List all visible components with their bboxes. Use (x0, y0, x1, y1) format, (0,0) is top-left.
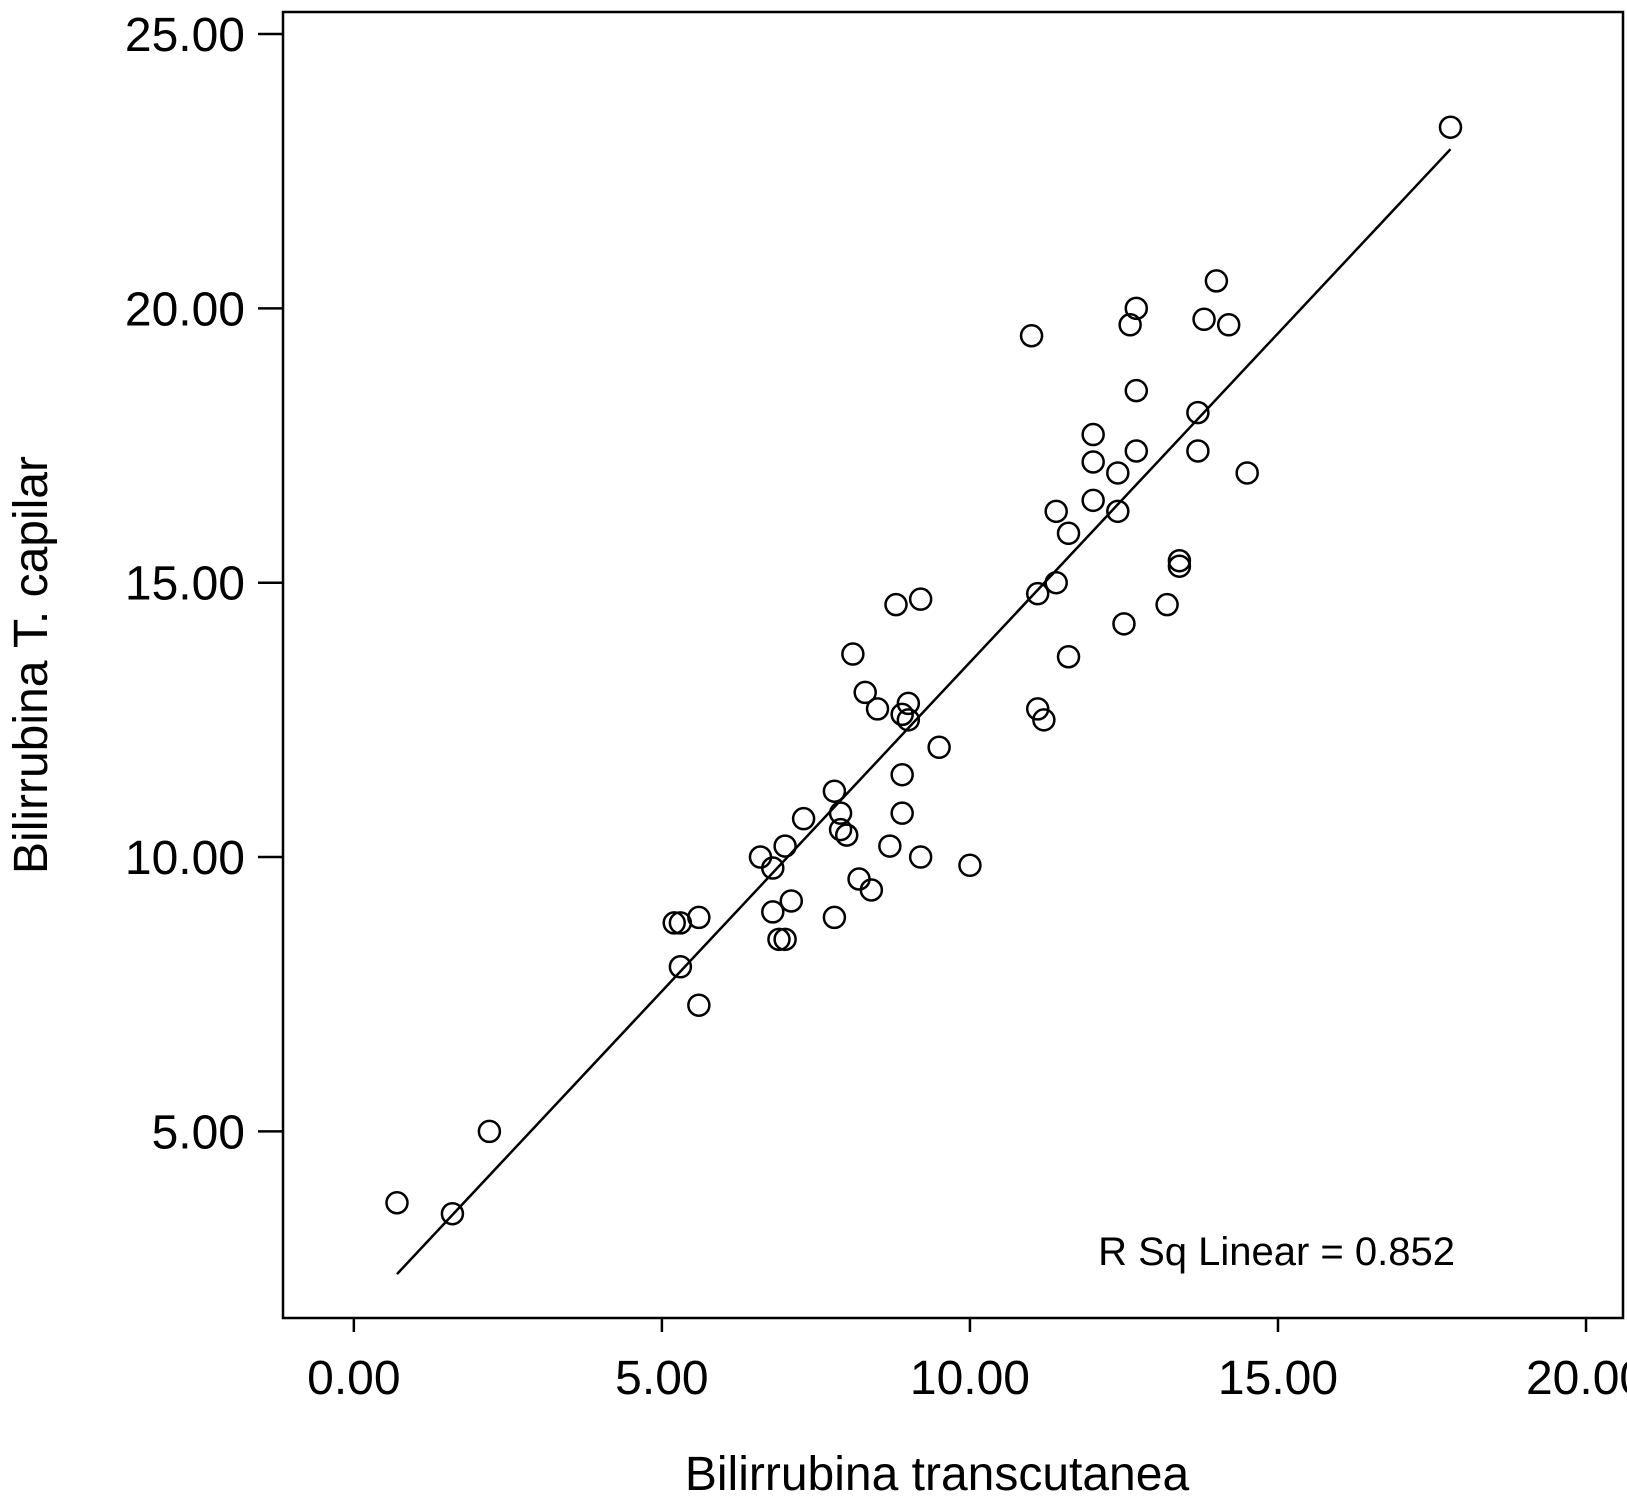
x-tick-label: 10.00 (910, 1352, 1030, 1405)
y-axis-title: Bilirrubina T. capilar (5, 456, 58, 874)
data-point (767, 927, 791, 952)
data-point (1081, 422, 1105, 447)
data-point (1167, 548, 1192, 573)
data-point (1186, 439, 1210, 463)
data-point (958, 853, 982, 878)
data-point (865, 697, 890, 721)
regression-line (396, 148, 1452, 1275)
data-point (859, 878, 884, 902)
data-point (662, 911, 686, 935)
data-point (828, 817, 853, 842)
data-point (890, 801, 914, 825)
data-point (1204, 269, 1229, 293)
data-point (1081, 488, 1105, 513)
r-squared-annotation: R Sq Linear = 0.852 (1098, 1230, 1455, 1274)
data-point (1438, 115, 1463, 139)
data-point (1124, 439, 1149, 463)
data-point (1044, 570, 1068, 595)
data-point (748, 845, 773, 869)
data-point (878, 834, 902, 858)
data-point (908, 845, 933, 869)
data-point (1025, 697, 1050, 721)
data-point (440, 1201, 465, 1226)
data-point (1025, 581, 1050, 606)
data-point (890, 702, 914, 727)
data-point (896, 691, 921, 716)
y-tick-label: 10.00 (125, 832, 245, 885)
x-tick-label: 0.00 (307, 1352, 400, 1405)
data-point (1124, 296, 1149, 321)
data-point (1216, 313, 1241, 337)
data-point (908, 587, 933, 611)
x-axis: 0.00 5.00 10.00 15.00 20.00 (307, 1318, 1627, 1405)
data-point (884, 592, 908, 617)
data-point (1032, 708, 1056, 732)
data-point (385, 1191, 409, 1215)
data-point (1124, 378, 1149, 403)
data-point (1056, 521, 1081, 546)
data-point (779, 889, 804, 913)
data-point (1235, 461, 1259, 485)
data-point (1056, 645, 1081, 669)
data-point (773, 834, 797, 858)
data-point (1081, 450, 1105, 474)
data-point (1112, 612, 1136, 636)
data-point (687, 993, 711, 1017)
data-points (385, 115, 1463, 1226)
data-point (1167, 554, 1192, 578)
x-tick-label: 20.00 (1526, 1352, 1627, 1405)
data-point (896, 708, 921, 732)
data-point (791, 806, 816, 831)
data-point (1118, 313, 1142, 337)
data-point (761, 856, 785, 880)
data-point (834, 823, 859, 847)
data-point (773, 927, 797, 952)
data-point (1106, 499, 1130, 524)
data-point (668, 955, 693, 979)
data-point (1192, 307, 1216, 332)
y-tick-label: 5.00 (152, 1106, 245, 1159)
y-axis: 5.00 10.00 15.00 20.00 25.00 (125, 9, 283, 1159)
data-point (847, 867, 871, 891)
data-point (1155, 592, 1179, 617)
data-point (1019, 324, 1044, 348)
data-point (687, 905, 711, 930)
data-point (890, 762, 914, 787)
y-tick-label: 15.00 (125, 558, 245, 611)
data-point (477, 1119, 502, 1144)
data-point (1044, 499, 1068, 524)
x-tick-label: 15.00 (1218, 1352, 1338, 1405)
data-point (822, 779, 847, 803)
data-point (1186, 400, 1210, 425)
x-axis-title: Bilirrubina transcutanea (685, 1448, 1190, 1501)
data-point (841, 642, 865, 666)
x-tick-label: 5.00 (615, 1352, 708, 1405)
data-point (822, 905, 847, 930)
data-point (853, 680, 877, 705)
plot-frame (281, 10, 1625, 1320)
data-point (761, 900, 785, 924)
data-point (1106, 461, 1130, 485)
y-tick-label: 20.00 (125, 283, 245, 336)
data-point (927, 735, 951, 760)
y-tick-label: 25.00 (125, 9, 245, 62)
data-point (828, 801, 853, 825)
